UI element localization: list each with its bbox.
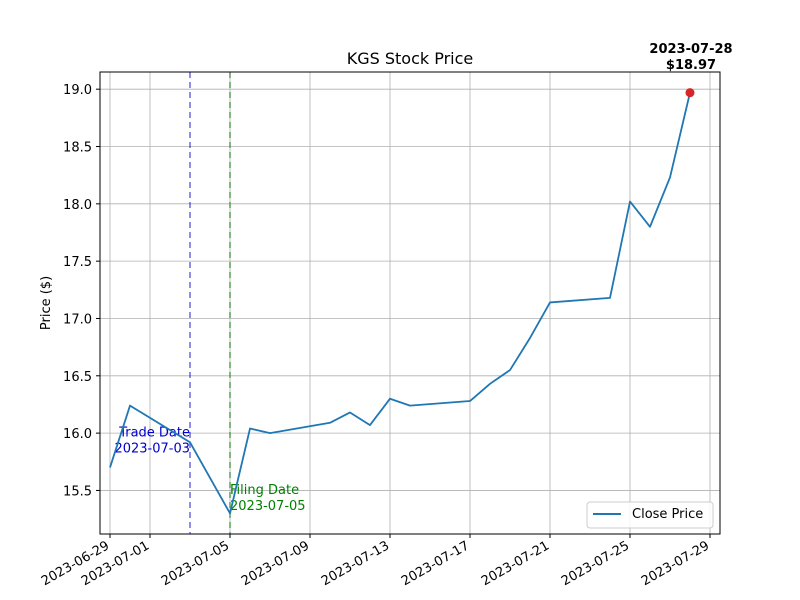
- trade-date-value: 2023-07-03: [114, 442, 190, 457]
- legend[interactable]: Close Price: [586, 501, 714, 529]
- y-tick-label: 18.5: [63, 141, 92, 156]
- y-axis: 15.5 16.0 16.5 17.0 17.5 18.0 18.5 19.0: [63, 83, 100, 499]
- grid: [100, 72, 720, 534]
- close-price-line: [109, 92, 691, 515]
- y-tick-label: 16.0: [63, 427, 92, 442]
- x-tick-label: 2023-07-05: [159, 538, 232, 589]
- last-point-date: 2023-07-28: [649, 42, 732, 57]
- last-point-price: $18.97: [666, 58, 716, 73]
- y-tick-label: 17.0: [63, 312, 92, 327]
- last-point-marker: [685, 88, 695, 98]
- y-tick-label: 19.0: [63, 83, 92, 98]
- x-tick-label: 2023-07-09: [239, 538, 312, 589]
- x-tick-label: 2023-07-13: [319, 538, 392, 589]
- y-tick-label: 18.0: [63, 198, 92, 213]
- x-tick-label: 2023-07-29: [639, 538, 712, 589]
- legend-box: [586, 501, 714, 529]
- series: [109, 88, 695, 515]
- x-tick-label: 2023-07-21: [479, 538, 552, 589]
- x-tick-label: 2023-07-17: [399, 538, 472, 589]
- legend-label-close-price: Close Price: [632, 507, 703, 522]
- y-tick-label: 16.5: [63, 370, 92, 385]
- plot-frame: [99, 71, 721, 535]
- x-tick-label: 2023-07-25: [559, 538, 632, 589]
- filing-date-value: 2023-07-05: [230, 499, 306, 514]
- y-axis-label: Price ($): [39, 276, 54, 330]
- filing-date-label: Filing Date: [230, 483, 299, 498]
- last-point-annotation: 2023-07-28 $18.97: [649, 42, 732, 73]
- trade-date-label: Trade Date: [118, 426, 190, 441]
- y-tick-label: 15.5: [63, 484, 92, 499]
- y-tick-label: 17.5: [63, 255, 92, 270]
- chart-title: KGS Stock Price: [347, 49, 474, 68]
